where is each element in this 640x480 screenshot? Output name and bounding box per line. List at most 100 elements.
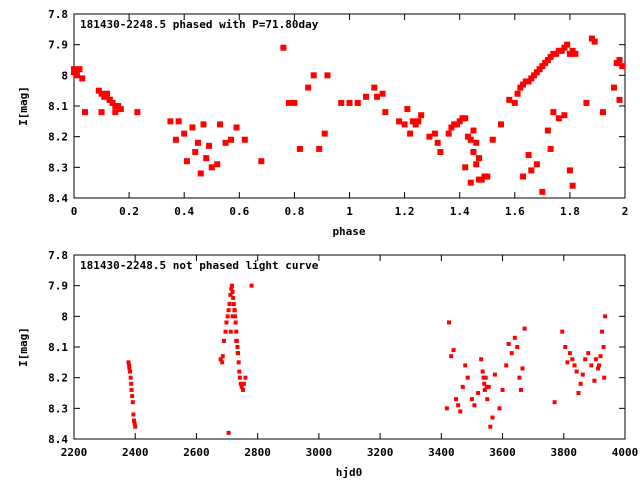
data-point xyxy=(522,326,527,331)
x-tick-label: 0.4 xyxy=(174,205,194,218)
data-point xyxy=(192,149,199,155)
data-point xyxy=(560,329,565,334)
data-point xyxy=(469,397,474,402)
data-point xyxy=(492,372,497,377)
data-point xyxy=(525,78,532,85)
data-point xyxy=(572,363,577,368)
data-point xyxy=(382,109,389,116)
data-point xyxy=(506,96,513,103)
data-point xyxy=(565,360,570,365)
y-tick-label: 8.4 xyxy=(48,192,68,205)
data-point xyxy=(598,354,603,359)
data-point xyxy=(542,60,549,67)
data-point xyxy=(490,415,495,420)
chart-title: 181430-2248.5 not phased light curve xyxy=(80,259,319,272)
y-tick-label: 8.1 xyxy=(48,341,68,354)
data-point xyxy=(172,136,179,143)
y-tick-label: 7.8 xyxy=(48,8,68,21)
data-point xyxy=(517,375,522,380)
data-point xyxy=(596,366,601,371)
data-point xyxy=(473,139,480,146)
data-point xyxy=(291,99,298,106)
data-point xyxy=(346,99,353,106)
data-point xyxy=(412,121,419,128)
data-point xyxy=(592,378,597,383)
data-point xyxy=(129,387,134,392)
data-point xyxy=(310,72,317,79)
data-point xyxy=(434,139,441,146)
data-point xyxy=(130,400,135,405)
data-point xyxy=(71,66,77,73)
data-point xyxy=(486,384,491,389)
data-point xyxy=(589,363,594,368)
x-tick-label: 2600 xyxy=(183,446,210,459)
data-point xyxy=(482,387,487,392)
data-point xyxy=(533,69,540,76)
data-point xyxy=(218,357,223,362)
data-point xyxy=(228,329,233,334)
data-point xyxy=(71,69,77,76)
data-point xyxy=(79,75,86,82)
data-point xyxy=(563,345,568,349)
x-tick-label: 4000 xyxy=(612,446,639,459)
data-point xyxy=(230,289,235,294)
data-point xyxy=(619,63,626,70)
data-point xyxy=(616,57,623,63)
phased-light-curve-panel: 181430-2248.5 phased with P=71.80day pha… xyxy=(17,8,628,238)
data-point xyxy=(280,44,287,51)
data-point xyxy=(226,430,231,435)
x-tick-label: 2400 xyxy=(122,446,149,459)
data-point xyxy=(354,99,361,106)
data-point xyxy=(574,369,579,374)
data-point xyxy=(456,118,463,125)
data-point xyxy=(243,375,248,380)
data-point xyxy=(167,118,174,125)
data-point xyxy=(473,161,480,168)
data-point xyxy=(338,99,345,106)
data-point xyxy=(552,400,557,405)
data-point xyxy=(129,381,134,386)
data-point xyxy=(225,314,230,319)
data-point xyxy=(465,375,470,380)
x-tick-label: 3600 xyxy=(489,446,516,459)
data-point xyxy=(472,403,477,408)
data-point xyxy=(175,118,182,125)
data-point xyxy=(214,161,221,168)
data-point xyxy=(558,47,565,54)
data-point xyxy=(553,50,560,57)
data-point xyxy=(200,121,207,128)
data-point xyxy=(518,387,523,392)
data-point xyxy=(239,384,244,389)
data-point xyxy=(227,302,232,307)
y-tick-label: 8.3 xyxy=(48,161,68,174)
data-point xyxy=(603,314,608,319)
data-point xyxy=(569,47,576,54)
data-point xyxy=(73,72,80,79)
data-point xyxy=(404,106,411,113)
data-point xyxy=(600,329,605,334)
data-point xyxy=(217,121,224,128)
data-point xyxy=(197,170,204,177)
y-tick-label: 8 xyxy=(61,69,68,82)
y-tick-label: 8.2 xyxy=(48,131,68,144)
data-point xyxy=(98,90,105,97)
data-point xyxy=(249,283,254,288)
data-point xyxy=(133,424,138,429)
data-point xyxy=(132,421,137,426)
data-point xyxy=(512,335,517,340)
data-point xyxy=(98,109,105,116)
data-point xyxy=(409,118,416,125)
data-point xyxy=(463,363,468,368)
data-point xyxy=(451,348,456,353)
data-point xyxy=(531,72,538,79)
data-point xyxy=(233,314,238,319)
data-point xyxy=(588,35,595,42)
data-point xyxy=(613,60,620,67)
x-tick-label: 0.8 xyxy=(284,205,304,218)
x-axis-title: phase xyxy=(332,225,365,238)
data-point xyxy=(593,357,598,362)
data-point xyxy=(234,338,239,343)
data-point xyxy=(208,164,215,171)
data-point xyxy=(76,66,83,73)
data-point xyxy=(485,397,490,402)
